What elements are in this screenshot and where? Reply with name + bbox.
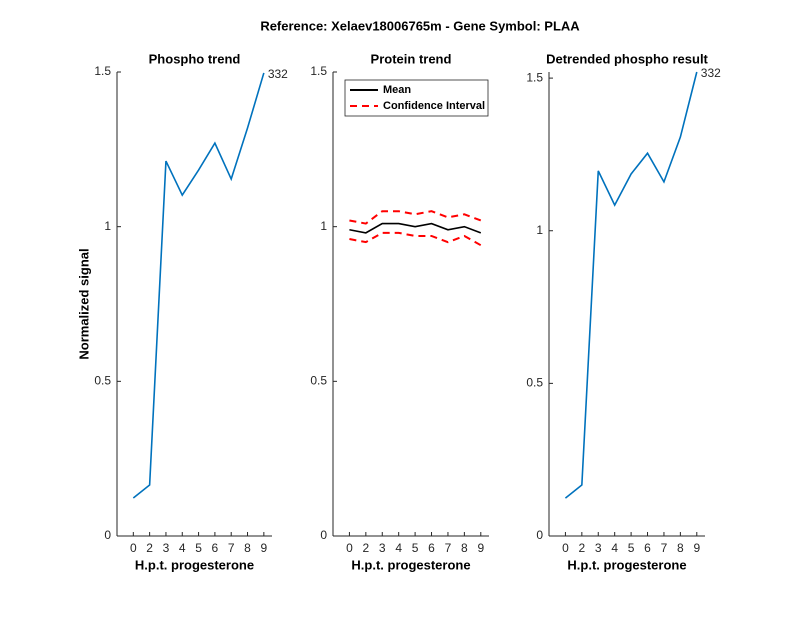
y-tick-label: 0 xyxy=(104,528,111,542)
x-tick-label: 7 xyxy=(228,541,235,555)
x-tick-label: 9 xyxy=(260,541,267,555)
y-tick-label: 1 xyxy=(320,219,327,233)
panel-title: Phospho trend xyxy=(149,51,241,66)
y-tick-label: 0 xyxy=(320,528,327,542)
data-line xyxy=(349,231,482,247)
x-axis-label: H.p.t. progesterone xyxy=(567,557,686,572)
x-tick-label: 5 xyxy=(628,541,635,555)
y-tick-label: 0.5 xyxy=(526,376,543,390)
x-axis-label: H.p.t. progesterone xyxy=(135,557,254,572)
y-tick-label: 1.5 xyxy=(310,64,327,78)
x-tick-label: 0 xyxy=(562,541,569,555)
panel-title: Detrended phospho result xyxy=(546,51,708,66)
x-tick-label: 8 xyxy=(461,541,468,555)
y-tick-label: 1.5 xyxy=(526,70,543,84)
x-tick-label: 2 xyxy=(362,541,369,555)
x-tick-label: 2 xyxy=(146,541,153,555)
x-tick-label: 3 xyxy=(379,541,386,555)
x-tick-label: 6 xyxy=(644,541,651,555)
x-tick-label: 8 xyxy=(244,541,251,555)
data-line xyxy=(349,222,482,234)
x-tick-label: 0 xyxy=(346,541,353,555)
x-tick-label: 9 xyxy=(477,541,484,555)
y-tick-label: 0.5 xyxy=(310,374,327,388)
y-tick-label: 0 xyxy=(536,528,543,542)
legend-box xyxy=(344,79,489,117)
x-tick-label: 4 xyxy=(395,541,402,555)
data-line xyxy=(564,71,698,499)
x-tick-label: 4 xyxy=(611,541,618,555)
y-axis-label: Normalized signal xyxy=(76,248,91,359)
annotation: 332 xyxy=(701,66,721,80)
x-tick-label: 3 xyxy=(163,541,170,555)
panel-title: Protein trend xyxy=(371,51,452,66)
y-tick-label: 1 xyxy=(104,219,111,233)
annotation: 332 xyxy=(268,67,288,81)
x-tick-label: 7 xyxy=(661,541,668,555)
x-tick-label: 2 xyxy=(578,541,585,555)
y-tick-label: 0.5 xyxy=(94,374,111,388)
x-tick-label: 5 xyxy=(195,541,202,555)
x-tick-label: 7 xyxy=(445,541,452,555)
data-line xyxy=(132,72,265,499)
legend-label: Confidence Interval xyxy=(383,100,485,112)
legend-label: Mean xyxy=(383,84,411,96)
x-axis-label: H.p.t. progesterone xyxy=(351,557,470,572)
x-tick-label: 4 xyxy=(179,541,186,555)
x-tick-label: 6 xyxy=(428,541,435,555)
x-tick-label: 6 xyxy=(212,541,219,555)
x-tick-label: 0 xyxy=(130,541,137,555)
x-tick-label: 5 xyxy=(412,541,419,555)
x-tick-label: 8 xyxy=(677,541,684,555)
data-line xyxy=(349,210,482,225)
y-tick-label: 1.5 xyxy=(94,64,111,78)
x-tick-label: 3 xyxy=(595,541,602,555)
y-tick-label: 1 xyxy=(536,223,543,237)
x-tick-label: 9 xyxy=(693,541,700,555)
figure-title: Reference: Xelaev18006765m - Gene Symbol… xyxy=(260,18,580,33)
